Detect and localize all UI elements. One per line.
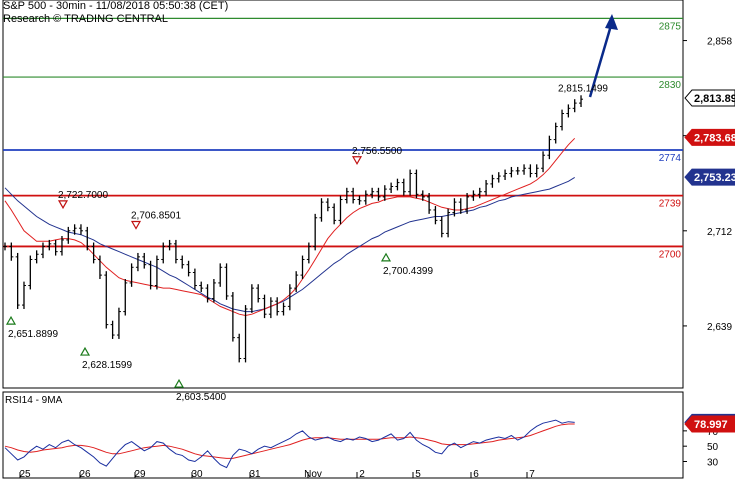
rsi-y-tick-label: 30 (707, 458, 719, 469)
x-tick-label: 26 (79, 469, 91, 480)
x-tick-label: 2 (359, 469, 365, 480)
price-tag-box (684, 128, 735, 146)
level-label: 2739 (659, 199, 682, 210)
level-label: 2830 (659, 80, 682, 91)
pivot-low-label: 2,700.4399 (383, 266, 433, 277)
price-tag-label: 2,783.68 (694, 132, 735, 144)
y-tick-label: 2,639 (707, 322, 732, 333)
y-tick-label: 2,858 (707, 37, 732, 48)
pivot-low-marker (79, 346, 91, 356)
rsi-line (4, 419, 575, 469)
x-tick-label: 30 (191, 469, 203, 480)
rsi-tag-label: 78.997 (694, 419, 728, 431)
level-label: 2875 (659, 21, 682, 32)
x-tick-label: 31 (249, 469, 261, 480)
x-tick-label: 25 (19, 469, 31, 480)
price-tag-label: 2,813.89 (694, 93, 735, 105)
x-tick-label: 7 (529, 469, 535, 480)
pivot-high-label: 2,722.7000 (58, 190, 108, 201)
pivot-low-label: 2,628.1599 (82, 360, 132, 371)
x-tick-label: Nov (304, 469, 322, 480)
price-tag-box (684, 89, 735, 107)
x-tick-label: 5 (415, 469, 421, 480)
pivot-low-marker (173, 378, 185, 388)
pivot-high-marker (57, 200, 69, 210)
level-label: 2774 (659, 153, 682, 164)
main-plot-frame (2, 0, 684, 389)
rsi-ma-line (4, 423, 575, 459)
forecast-arrow-shaft (588, 21, 614, 98)
pivot-low-label: 2,651.8899 (8, 329, 58, 340)
instrument-title: S&P 500 - 30min - 11/08/2018 05:50:38 (C… (3, 0, 229, 12)
pivot-high-marker (351, 156, 363, 165)
y-tick-label: 2,712 (707, 227, 732, 238)
target-high-label: 2,815.1499 (558, 83, 608, 94)
pivot-low-label: 2,603.5400 (176, 392, 226, 403)
research-credit: Research © TRADING CENTRAL (3, 13, 168, 25)
price-tag-label: 2,753.23 (694, 172, 735, 184)
rsi-y-tick-label: 50 (707, 442, 719, 453)
x-tick-label: 6 (473, 469, 479, 480)
rsi-title: RSI14 - 9MA (5, 395, 63, 406)
x-tick-label: 29 (134, 469, 146, 480)
rsi-plot-frame (2, 391, 684, 479)
price-tag-box (684, 168, 735, 186)
pivot-high-label: 2,706.8501 (131, 211, 181, 222)
pivot-low-marker (5, 315, 17, 325)
level-label: 2700 (659, 249, 682, 260)
pivot-low-marker (380, 252, 392, 262)
pivot-high-label: 2,756.5500 (352, 146, 402, 157)
pivot-high-marker (130, 220, 142, 230)
forecast-arrow-head (605, 14, 618, 30)
rsi-tag-box (684, 415, 735, 433)
